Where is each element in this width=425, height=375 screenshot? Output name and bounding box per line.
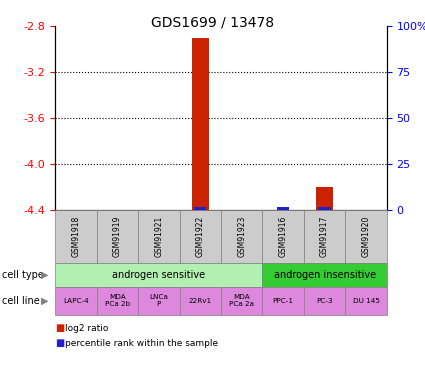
Bar	[192, 38, 209, 210]
Bar	[318, 207, 331, 210]
Bar	[194, 207, 207, 210]
Text: ▶: ▶	[41, 270, 48, 280]
Text: androgen insensitive: androgen insensitive	[274, 270, 376, 280]
Text: MDA
PCa 2b: MDA PCa 2b	[105, 294, 130, 307]
Text: GDS1699 / 13478: GDS1699 / 13478	[151, 15, 274, 29]
Text: LNCa
P: LNCa P	[150, 294, 168, 307]
Text: androgen sensitive: androgen sensitive	[112, 270, 205, 280]
Text: GSM91919: GSM91919	[113, 216, 122, 257]
Text: GSM91916: GSM91916	[279, 216, 288, 257]
Text: MDA
PCa 2a: MDA PCa 2a	[229, 294, 254, 307]
Text: log2 ratio: log2 ratio	[65, 324, 108, 333]
Text: percentile rank within the sample: percentile rank within the sample	[65, 339, 218, 348]
Bar	[316, 187, 333, 210]
Text: 22Rv1: 22Rv1	[189, 298, 212, 304]
Text: cell line: cell line	[2, 296, 40, 306]
Text: GSM91922: GSM91922	[196, 216, 205, 257]
Text: PC-3: PC-3	[316, 298, 333, 304]
Text: cell type: cell type	[2, 270, 44, 280]
Text: DU 145: DU 145	[352, 298, 380, 304]
Text: ▶: ▶	[41, 296, 48, 306]
Bar	[277, 207, 289, 210]
Text: GSM91917: GSM91917	[320, 216, 329, 257]
Text: ■: ■	[55, 323, 65, 333]
Text: GSM91921: GSM91921	[154, 216, 163, 257]
Text: LAPC-4: LAPC-4	[63, 298, 89, 304]
Text: GSM91923: GSM91923	[237, 216, 246, 257]
Text: PPC-1: PPC-1	[273, 298, 294, 304]
Text: GSM91920: GSM91920	[362, 216, 371, 257]
Text: ■: ■	[55, 338, 65, 348]
Text: GSM91918: GSM91918	[71, 216, 80, 257]
